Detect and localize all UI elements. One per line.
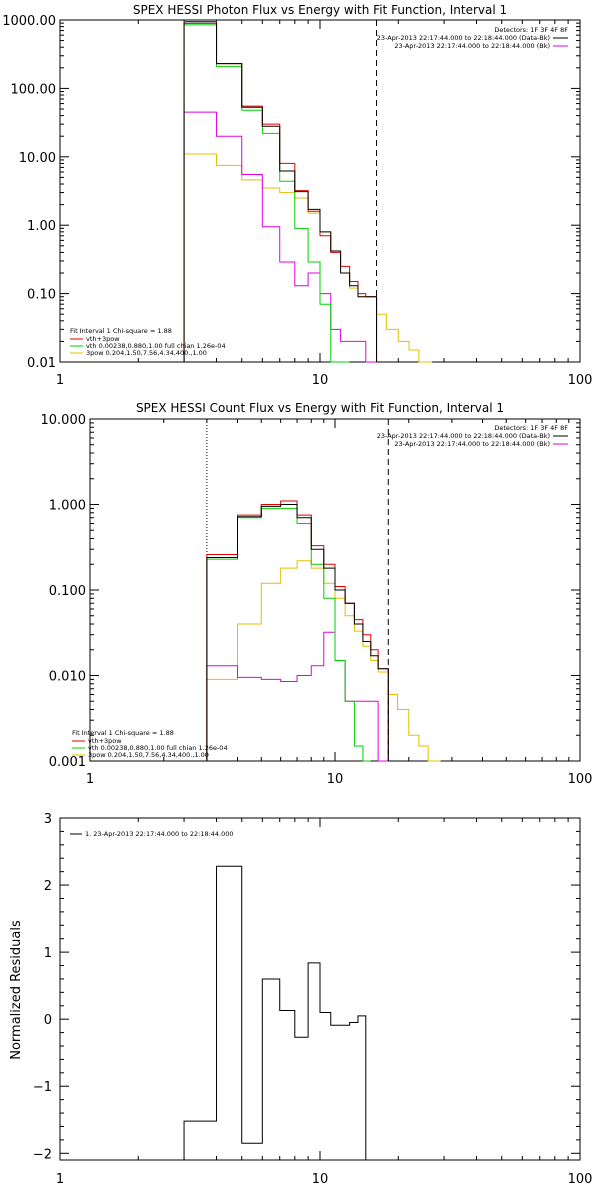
x-tick-label: 1 [86,772,94,787]
count-flux-panel: SPEX HESSI Count Flux vs Energy with Fit… [41,401,593,787]
y-tick-label: 0.001 [49,755,86,770]
y-axis-label: Normalized Residuals [9,920,24,1060]
y-tick-label: 0.010 [49,670,86,685]
y-tick-label: 100.00 [11,82,57,97]
y-tick-label: 10.00 [19,151,56,166]
legend-data-bk: 23-Apr-2013 22:17:44.000 to 22:18:44.000… [377,34,550,42]
residuals-panel: 1 10 100 −2 −1 0 1 2 3 Normalized Residuals 1. 2… [9,812,592,1187]
y-tick-label: 2 [44,879,52,894]
series-data-bk-line [183,22,378,362]
legend-bk: 23-Apr-2013 22:17:44.000 to 22:18:44.000… [394,42,550,50]
x-tick-label: 10 [312,373,329,388]
legend-detectors: Detectors: 1F 3F 4F 8F [494,424,568,432]
legend-top-left: 1. 23-Apr-2013 22:17:44.000 to 22:18:44.… [70,830,234,838]
y-tick-label: 0.100 [49,584,86,599]
y-tick-label: 10.000 [41,413,87,428]
plot-area: 1 10 100 0.01 0.10 1.00 10.00 100.00 1000.00 [2,14,592,388]
legend-detectors: Detectors: 1F 3F 4F 8F [494,26,568,34]
y-tick-label: −2 [33,1147,52,1162]
plot-frame [59,19,581,363]
legend-top-right: Detectors: 1F 3F 4F 8F 23-Apr-2013 22:17… [377,424,569,448]
legend-fit-interval: Fit Interval 1 Chi-square = 1.88 [70,327,172,335]
legend-fit-interval: Fit Interval 1 Chi-square = 1.88 [72,729,174,737]
y-tick-label: 1000.00 [2,14,56,29]
y-tick-label: 1.00 [27,219,56,234]
series-bk-line [183,111,377,363]
x-tick-label: 10 [312,1172,329,1187]
x-tick-label: 100 [568,1172,593,1187]
plot-area: 1 10 100 0.001 0.010 0.100 1.000 10.000 [41,413,593,787]
y-tick-label: 0 [44,1013,52,1028]
y-tick-label: 0.10 [27,288,56,303]
legend-vth3pow: vth+3pow [86,335,120,343]
series-vth-3pow-line [183,21,378,362]
series-vth-line [206,507,371,762]
y-tick-label: −1 [33,1080,52,1095]
legend-vth: vth 0.00238,0.880,1.00 full chian 1.26e-… [88,744,228,752]
series-bk-line [206,631,389,762]
series-residuals-line [183,865,367,1160]
legend-bk: 23-Apr-2013 22:17:44.000 to 22:18:44.000… [394,440,550,448]
legend-3pow: 3pow 0.204,1.50,7.56,4.34,400.,1.00 [88,751,209,759]
legend-bottom-left: Fit Interval 1 Chi-square = 1.88 vth+3po… [72,729,228,759]
x-tick-label: 1 [56,1172,64,1187]
series-data-bk-line [206,504,389,761]
panel-title: SPEX HESSI Photon Flux vs Energy with Fi… [133,3,507,17]
y-tick-label: 1 [44,946,52,961]
panel-title: SPEX HESSI Count Flux vs Energy with Fit… [136,401,504,415]
legend-vth: vth 0.00238,0.880,1.00 full chian 1.26e-… [86,342,226,350]
y-tick-label: 0.01 [27,356,56,371]
plot-area: 1 10 100 −2 −1 0 1 2 3 [33,812,593,1187]
legend-3pow: 3pow 0.204,1.50,7.56,4.34,400.,1.00 [86,349,207,357]
photon-flux-panel: SPEX HESSI Photon Flux vs Energy with Fi… [2,3,592,388]
legend-data-bk: 23-Apr-2013 22:17:44.000 to 22:18:44.000… [377,432,550,440]
legend-residuals: 1. 23-Apr-2013 22:17:44.000 to 22:18:44.… [85,830,234,838]
y-tick-label: 1.000 [49,499,86,514]
x-tick-label: 100 [568,373,593,388]
x-tick-label: 100 [568,772,593,787]
series-vth-line [183,24,350,363]
x-tick-label: 1 [56,373,64,388]
y-tick-label: 3 [44,812,52,827]
x-tick-label: 10 [327,772,344,787]
legend-bottom-left: Fit Interval 1 Chi-square = 1.88 vth+3po… [70,327,226,357]
legend-top-right: Detectors: 1F 3F 4F 8F 23-Apr-2013 22:17… [377,26,569,50]
legend-vth3pow: vth+3pow [88,737,122,745]
